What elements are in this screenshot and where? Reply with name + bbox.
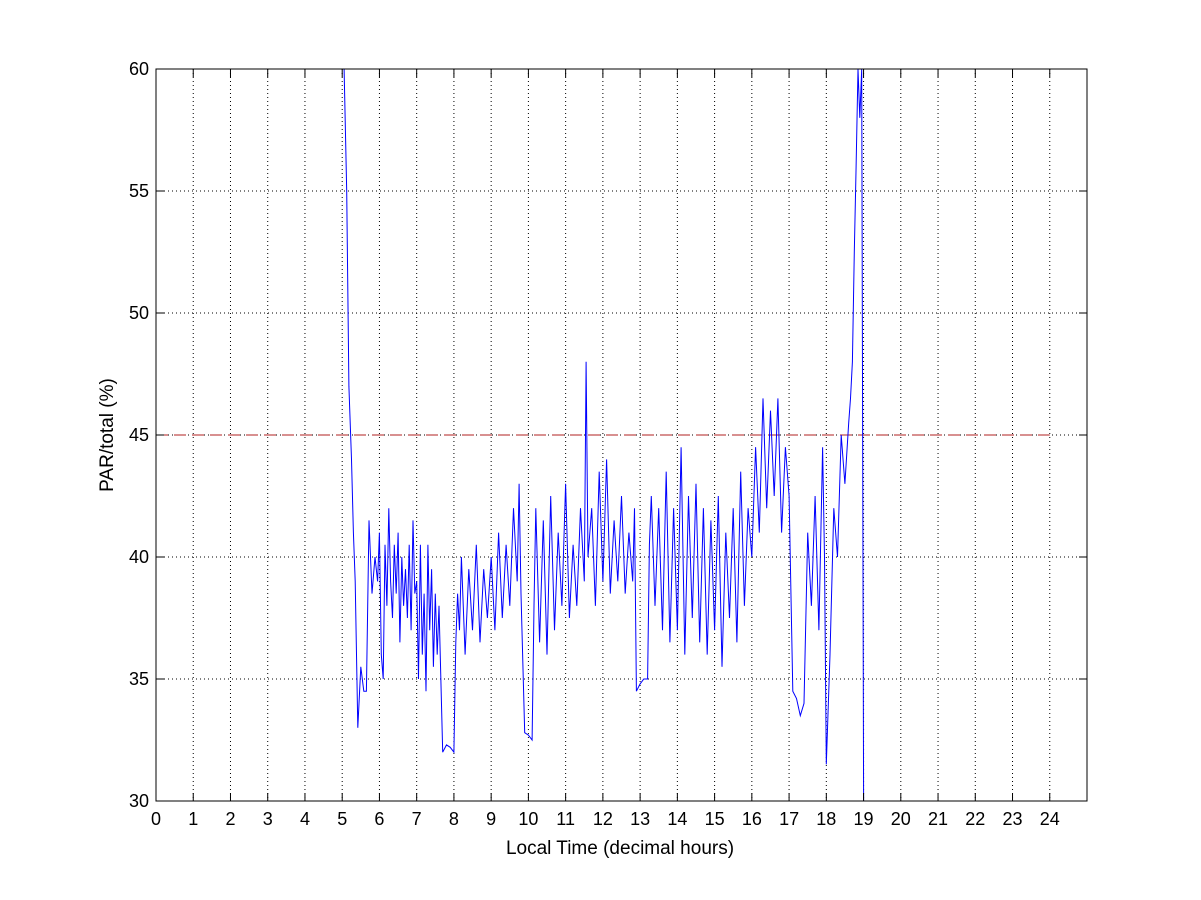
x-tick-label: 8 <box>449 809 459 829</box>
x-tick-label: 7 <box>412 809 422 829</box>
plot-background <box>156 69 1087 801</box>
x-tick-label: 10 <box>518 809 538 829</box>
y-tick-label: 40 <box>129 547 149 567</box>
x-axis-label: Local Time (decimal hours) <box>506 838 734 859</box>
x-tick-label: 22 <box>965 809 985 829</box>
tick-labels: 0 1 2 3 4 5 6 7 8 9 10 11 12 13 14 15 16 17 18 19 20 21 22 23 24… <box>129 59 1060 829</box>
x-tick-label: 23 <box>1003 809 1023 829</box>
x-tick-label: 14 <box>667 809 687 829</box>
x-tick-label: 6 <box>374 809 384 829</box>
y-axis-label: PAR/total (%) <box>97 378 118 492</box>
series-layer <box>343 68 865 802</box>
x-tick-label: 21 <box>928 809 948 829</box>
x-tick-label: 9 <box>486 809 496 829</box>
x-tick-label: 24 <box>1040 809 1060 829</box>
y-tick-label: 35 <box>129 669 149 689</box>
x-tick-label: 17 <box>779 809 799 829</box>
y-tick-label: 30 <box>129 791 149 811</box>
x-tick-label: 16 <box>742 809 762 829</box>
x-tick-label: 20 <box>891 809 911 829</box>
y-tick-label: 55 <box>129 181 149 201</box>
y-tick-label: 50 <box>129 303 149 323</box>
x-tick-label: 1 <box>188 809 198 829</box>
x-tick-label: 18 <box>816 809 836 829</box>
ticks <box>155 68 1087 802</box>
x-tick-label: 13 <box>630 809 650 829</box>
x-tick-label: 3 <box>263 809 273 829</box>
series-line <box>343 68 865 802</box>
y-tick-label: 60 <box>129 59 149 79</box>
y-tick-label: 45 <box>129 425 149 445</box>
x-tick-label: 2 <box>225 809 235 829</box>
x-tick-label: 0 <box>151 809 161 829</box>
x-tick-label: 15 <box>705 809 725 829</box>
x-tick-label: 12 <box>593 809 613 829</box>
x-tick-label: 11 <box>556 809 575 829</box>
x-tick-label: 5 <box>337 809 347 829</box>
x-tick-label: 4 <box>300 809 310 829</box>
x-tick-label: 19 <box>854 809 874 829</box>
